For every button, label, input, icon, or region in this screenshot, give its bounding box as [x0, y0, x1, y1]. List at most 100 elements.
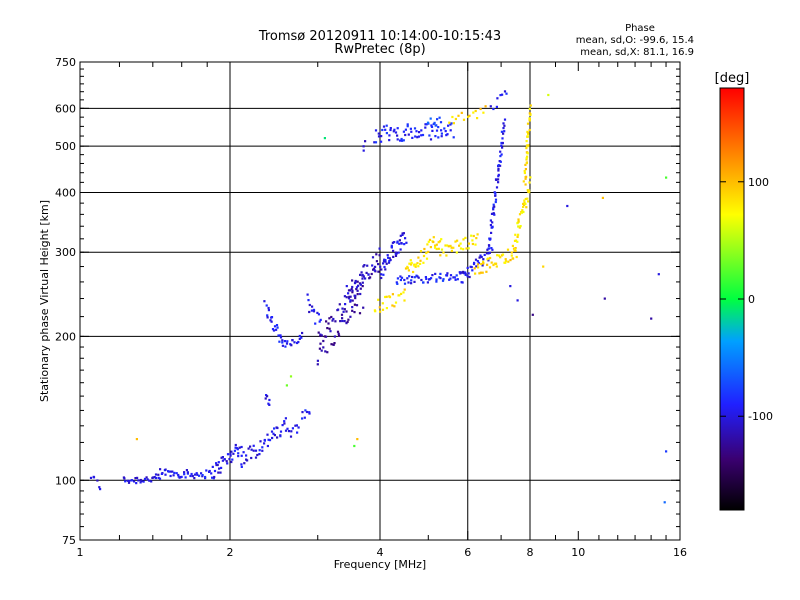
data-point [345, 296, 348, 299]
data-point [353, 311, 356, 314]
data-point [294, 424, 297, 427]
data-point [261, 449, 264, 452]
data-point [386, 254, 389, 257]
data-point [284, 345, 287, 348]
data-point [460, 111, 463, 114]
data-point [406, 267, 409, 270]
data-point [275, 328, 278, 331]
data-point [462, 238, 465, 241]
data-point [183, 473, 186, 476]
data-point [394, 301, 398, 304]
data-point [208, 469, 211, 473]
data-point [417, 256, 420, 259]
data-point [382, 125, 386, 128]
data-point [240, 465, 243, 468]
axis-ticks [79, 61, 681, 541]
data-point [256, 453, 259, 457]
data-point [303, 416, 306, 419]
data-point [291, 339, 294, 342]
data-point [296, 341, 299, 345]
data-point [483, 253, 486, 256]
data-point [297, 426, 300, 429]
data-point [331, 319, 334, 322]
data-point [349, 300, 352, 303]
data-point [505, 92, 508, 95]
data-point [511, 244, 514, 247]
data-point [359, 292, 362, 296]
data-point [491, 225, 494, 228]
data-point [290, 430, 293, 433]
data-point [410, 130, 413, 133]
data-point [273, 325, 277, 328]
data-point [503, 130, 506, 133]
data-point [482, 262, 485, 265]
data-point [301, 331, 304, 335]
data-point [89, 476, 93, 479]
data-point [351, 306, 354, 309]
data-point [381, 302, 384, 305]
data-point [351, 291, 354, 294]
data-point [528, 112, 531, 115]
data-point [468, 275, 471, 279]
colorbar-tick-label: -100 [748, 410, 773, 423]
x-axis-label: Frequency [MHz] [334, 558, 426, 571]
data-point [379, 265, 382, 268]
data-point [494, 198, 498, 201]
data-point [266, 433, 269, 436]
data-point [472, 234, 475, 238]
data-point [410, 263, 413, 266]
data-point [474, 243, 477, 246]
data-point [423, 247, 426, 251]
data-point [99, 488, 102, 491]
data-point [318, 320, 321, 323]
data-point [455, 274, 458, 277]
data-point [503, 118, 507, 121]
data-point [135, 482, 138, 485]
data-point [300, 336, 303, 339]
data-point [450, 122, 453, 125]
data-point [290, 344, 293, 347]
y-tick-label: 600 [55, 102, 76, 115]
data-point [317, 331, 320, 334]
data-point [354, 279, 357, 283]
data-point [449, 277, 452, 280]
data-point [486, 248, 489, 251]
data-point [528, 189, 531, 192]
data-point [497, 167, 500, 170]
data-point [385, 124, 388, 127]
data-point [320, 349, 323, 352]
data-point [338, 303, 341, 306]
data-point [431, 129, 434, 132]
data-point [243, 462, 246, 465]
data-point [374, 141, 378, 144]
data-point [375, 260, 378, 263]
data-point [663, 501, 666, 504]
data-point [216, 463, 219, 467]
data-point [329, 330, 332, 333]
data-point [212, 477, 215, 480]
data-point [522, 180, 525, 183]
data-point [490, 261, 493, 264]
data-point [455, 251, 458, 254]
data-point [240, 454, 243, 457]
data-point [355, 286, 359, 289]
data-point [326, 351, 329, 354]
data-point [266, 444, 269, 448]
data-point [489, 105, 492, 108]
data-point [407, 281, 410, 284]
data-point [422, 261, 425, 264]
data-point [383, 265, 386, 269]
y-tick-label: 750 [55, 56, 76, 69]
data-point [246, 459, 249, 462]
data-point [281, 339, 284, 342]
data-point [387, 256, 390, 259]
data-point [425, 257, 429, 260]
data-point [500, 141, 503, 145]
data-point [298, 334, 301, 338]
data-point [343, 308, 346, 311]
data-point [373, 267, 376, 270]
data-point [133, 480, 136, 483]
data-point [330, 315, 333, 319]
data-point [223, 458, 226, 461]
data-point [308, 303, 311, 307]
